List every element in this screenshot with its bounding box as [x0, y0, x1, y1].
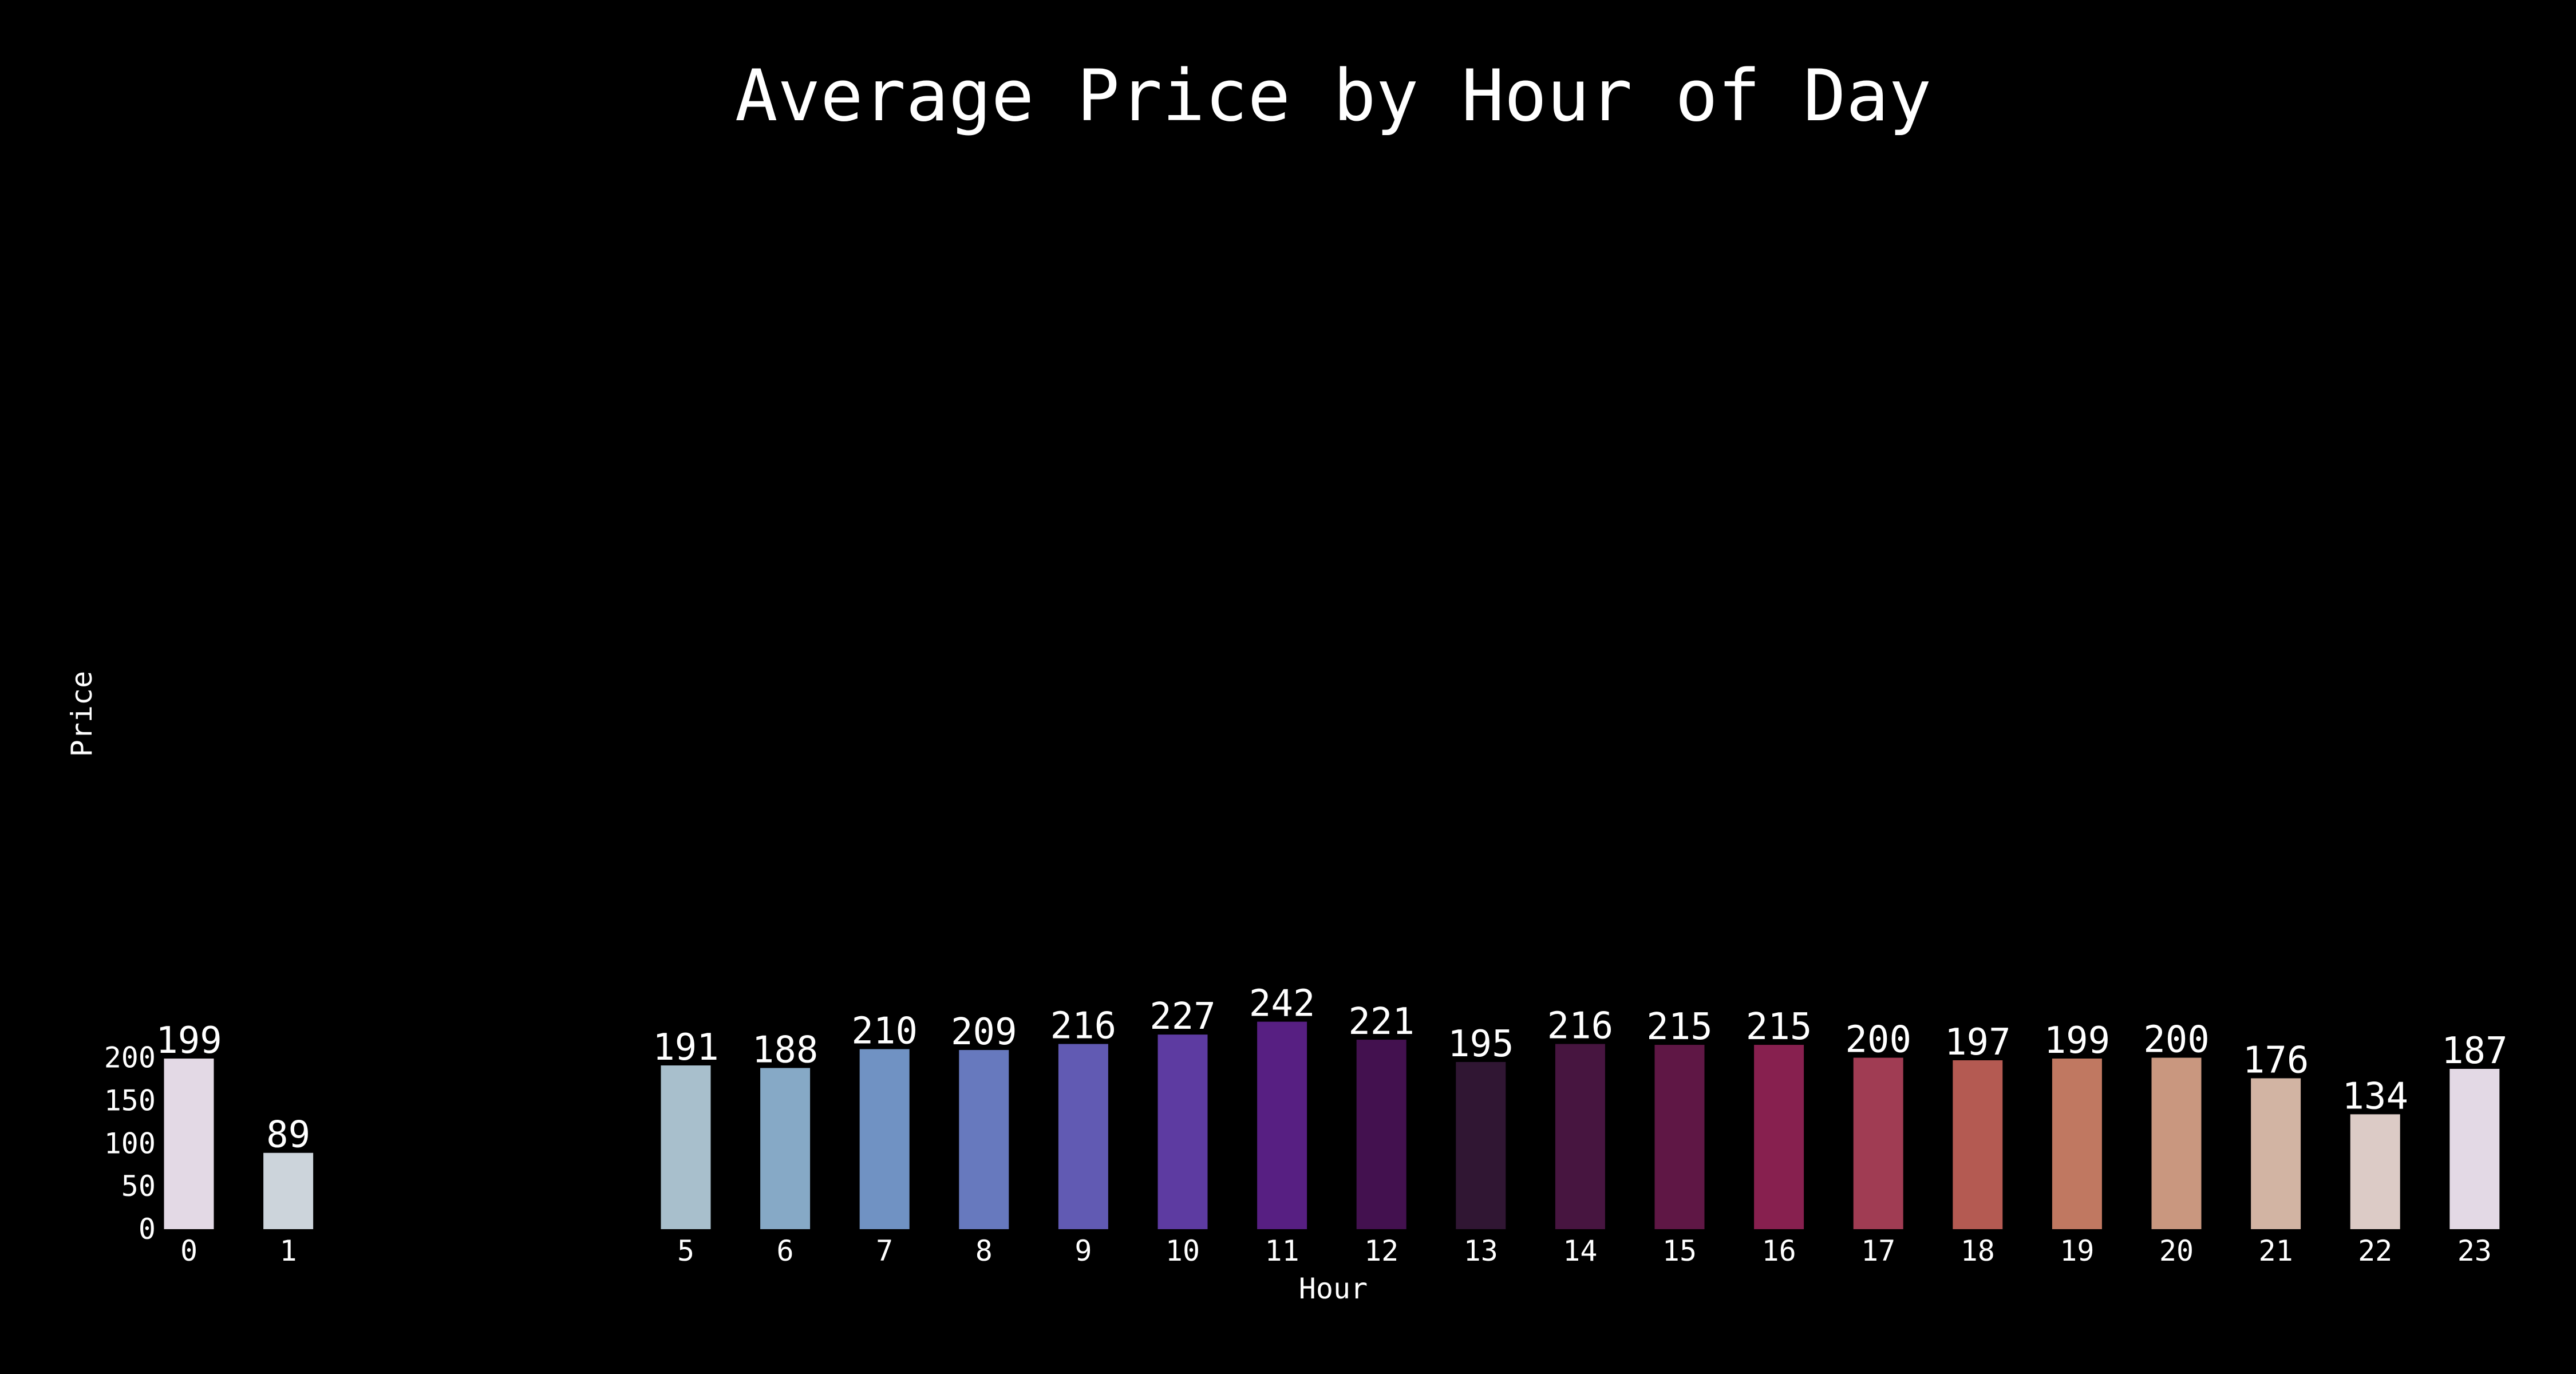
x-tick-label: 14: [1563, 1234, 1597, 1268]
y-tick-label: 150: [104, 1084, 156, 1117]
value-label: 134: [2342, 1075, 2408, 1118]
x-tick-label: 11: [1265, 1234, 1299, 1268]
bar-hour-11: [1257, 1021, 1307, 1229]
value-label: 195: [1448, 1023, 1514, 1065]
x-tick-label: 17: [1861, 1234, 1895, 1268]
y-tick-label: 100: [104, 1127, 156, 1160]
y-tick-label: 50: [121, 1170, 156, 1203]
value-label: 188: [752, 1029, 819, 1071]
value-label: 199: [156, 1020, 222, 1062]
y-tick-label: 200: [104, 1041, 156, 1075]
bar-hour-16: [1754, 1045, 1804, 1229]
x-tick-label: 6: [777, 1234, 794, 1268]
value-label: 242: [1249, 983, 1315, 1025]
value-label: 221: [1348, 1001, 1415, 1043]
bar-hour-15: [1654, 1045, 1705, 1229]
bar-hour-20: [2151, 1057, 2202, 1229]
value-label: 200: [1845, 1019, 1911, 1061]
bar-hour-19: [2052, 1059, 2102, 1229]
x-tick-label: 9: [1074, 1234, 1092, 1268]
value-label: 197: [1945, 1021, 2011, 1064]
value-label: 227: [1149, 996, 1216, 1038]
value-label: 89: [266, 1114, 310, 1156]
bar-hour-7: [859, 1049, 910, 1229]
bar-hour-23: [2449, 1068, 2500, 1229]
x-tick-label: 10: [1165, 1234, 1200, 1268]
chart-title: Average Price by Hour of Day: [735, 55, 1931, 137]
x-tick-label: 21: [2258, 1234, 2293, 1268]
x-tick-label: 7: [876, 1234, 893, 1268]
x-axis-label: Hour: [1299, 1272, 1368, 1305]
value-labels: 199 89 191 188 210 209 216 227 242 221 195 216 215 21…: [156, 983, 2507, 1156]
y-axis-label: Price: [65, 671, 98, 757]
x-tick-label: 5: [677, 1234, 694, 1268]
bar-hour-8: [959, 1050, 1009, 1229]
bar-hour-1: [263, 1152, 314, 1229]
value-label: 215: [1646, 1006, 1713, 1048]
x-tick-label: 1: [280, 1234, 297, 1268]
bar-hour-5: [661, 1065, 711, 1229]
value-label: 187: [2441, 1030, 2508, 1072]
value-label: 216: [1050, 1005, 1117, 1048]
x-tick-label: 23: [2458, 1234, 2492, 1268]
bar-hour-9: [1058, 1044, 1108, 1229]
value-label: 176: [2243, 1039, 2309, 1081]
value-label: 215: [1746, 1006, 1812, 1048]
bar-hour-22: [2350, 1114, 2400, 1229]
value-label: 200: [2143, 1019, 2210, 1061]
y-axis-ticks: 0 50 100 150 200: [104, 1041, 156, 1246]
value-label: 210: [851, 1010, 918, 1053]
bar-hour-21: [2251, 1078, 2301, 1229]
y-tick-label: 0: [139, 1213, 156, 1246]
value-label: 209: [951, 1011, 1017, 1053]
bar-hour-14: [1555, 1044, 1605, 1229]
x-tick-label: 22: [2358, 1234, 2392, 1268]
x-tick-label: 16: [1761, 1234, 1796, 1268]
bar-hour-18: [1953, 1060, 2003, 1229]
value-label: 191: [653, 1026, 719, 1069]
bar-hour-0: [164, 1059, 214, 1229]
x-tick-label: 20: [2159, 1234, 2194, 1268]
value-label: 216: [1547, 1005, 1614, 1048]
x-tick-label: 19: [2060, 1234, 2094, 1268]
x-tick-label: 13: [1464, 1234, 1498, 1268]
x-tick-label: 12: [1364, 1234, 1398, 1268]
x-tick-label: 8: [975, 1234, 993, 1268]
x-tick-label: 18: [1961, 1234, 1995, 1268]
bars-group: [164, 1021, 2500, 1229]
bar-hour-12: [1356, 1040, 1406, 1229]
x-tick-label: 0: [180, 1234, 197, 1268]
bar-hour-13: [1456, 1062, 1506, 1229]
bar-hour-17: [1853, 1057, 1903, 1229]
value-label: 199: [2044, 1020, 2111, 1062]
bar-hour-10: [1157, 1035, 1208, 1229]
bar-hour-6: [760, 1068, 811, 1229]
x-axis-ticks: 0 1 5 6 7 8 9 10 11 12 13 14 15 16 17 18 19 20 21 22 23: [180, 1234, 2492, 1268]
x-tick-label: 15: [1662, 1234, 1697, 1268]
